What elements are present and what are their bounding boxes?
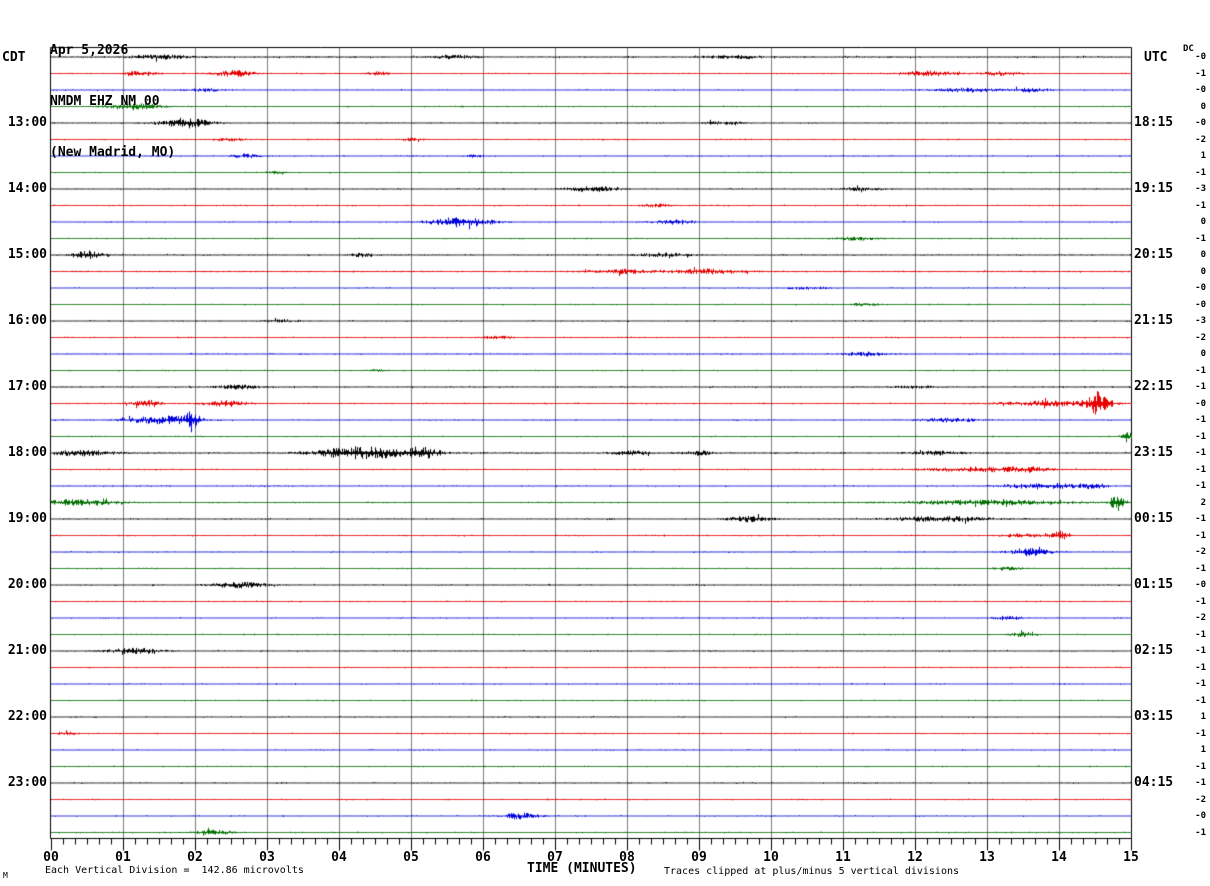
left-time-label: 18:00 bbox=[7, 445, 47, 460]
right-time-label: 03:15 bbox=[1134, 709, 1174, 724]
dc-offset-value: -1 bbox=[1195, 679, 1206, 689]
dc-offset-value: -1 bbox=[1195, 448, 1206, 458]
x-tick-label: 07 bbox=[547, 850, 563, 865]
dc-offset-value: -1 bbox=[1195, 695, 1206, 706]
x-tick-label: 09 bbox=[691, 850, 707, 865]
dc-offset-value: 0 bbox=[1200, 266, 1206, 277]
dc-offset-value: -1 bbox=[1195, 481, 1206, 491]
right-time-label: 22:15 bbox=[1134, 379, 1174, 394]
right-time-label: 23:15 bbox=[1134, 445, 1174, 460]
dc-offset-value: -3 bbox=[1195, 184, 1206, 194]
right-time-label: 20:15 bbox=[1134, 247, 1174, 262]
dc-offset-value: -1 bbox=[1195, 629, 1206, 640]
dc-offset-value: -1 bbox=[1195, 662, 1206, 673]
dc-offset-value: -2 bbox=[1195, 332, 1206, 343]
dc-offset-value: -0 bbox=[1195, 283, 1206, 293]
dc-offset-value: 0 bbox=[1200, 250, 1206, 260]
x-tick-label: 00 bbox=[43, 850, 59, 865]
dc-offset-value: -1 bbox=[1195, 514, 1206, 524]
right-time-label: 02:15 bbox=[1134, 643, 1174, 658]
dc-offset-value: -0 bbox=[1195, 398, 1206, 409]
x-tick-label: 13 bbox=[979, 850, 995, 865]
title-location: (New Madrid, MO) bbox=[50, 145, 176, 160]
dc-offset-column-label: DC bbox=[1183, 44, 1194, 54]
left-time-label: 14:00 bbox=[7, 181, 47, 196]
right-time-label: 21:15 bbox=[1134, 313, 1174, 328]
title-block: Apr 5,2026 NMDM EHZ NM 00 (New Madrid, M… bbox=[50, 6, 175, 197]
dc-offset-value: -0 bbox=[1195, 299, 1206, 310]
x-tick-label: 04 bbox=[331, 850, 347, 865]
right-time-label: 19:15 bbox=[1134, 181, 1174, 196]
dc-offset-value: -2 bbox=[1195, 794, 1206, 805]
left-time-label: 13:00 bbox=[7, 115, 47, 130]
dc-offset-value: -0 bbox=[1195, 811, 1206, 821]
dc-offset-value: -1 bbox=[1195, 827, 1206, 838]
dc-offset-value: -1 bbox=[1195, 365, 1206, 376]
left-time-label: 16:00 bbox=[7, 313, 47, 328]
title-date: Apr 5,2026 bbox=[50, 43, 129, 58]
dc-offset-value: 0 bbox=[1200, 101, 1206, 112]
dc-offset-value: 1 bbox=[1200, 151, 1206, 161]
dc-offset-value: -1 bbox=[1195, 200, 1206, 211]
left-time-label: 17:00 bbox=[7, 379, 47, 394]
left-time-label: 19:00 bbox=[7, 511, 47, 526]
left-timezone-label: CDT bbox=[2, 50, 26, 65]
x-tick-label: 03 bbox=[259, 850, 275, 865]
x-tick-label: 14 bbox=[1051, 850, 1067, 865]
dc-offset-value: -1 bbox=[1195, 382, 1206, 392]
dc-offset-value: -1 bbox=[1195, 431, 1206, 442]
right-time-label: 18:15 bbox=[1134, 115, 1174, 130]
right-time-label: 01:15 bbox=[1134, 577, 1174, 592]
x-tick-label: 10 bbox=[763, 850, 779, 865]
x-tick-label: 12 bbox=[907, 850, 923, 865]
left-time-label: 22:00 bbox=[7, 709, 47, 724]
x-tick-label: 08 bbox=[619, 850, 635, 865]
dc-offset-value: -0 bbox=[1195, 580, 1206, 590]
left-time-label: 20:00 bbox=[7, 577, 47, 592]
title-station: NMDM EHZ NM 00 bbox=[50, 94, 160, 109]
x-tick-label: 05 bbox=[403, 850, 419, 865]
dc-offset-value: -0 bbox=[1195, 118, 1206, 128]
dc-offset-value: 1 bbox=[1200, 745, 1206, 755]
clip-note: Traces clipped at plus/minus 5 vertical … bbox=[664, 866, 960, 877]
dc-offset-value: -3 bbox=[1195, 316, 1206, 326]
right-timezone-label: UTC bbox=[1144, 50, 1168, 65]
dc-offset-value: -2 bbox=[1195, 613, 1206, 623]
dc-offset-value: -1 bbox=[1195, 464, 1206, 475]
dc-offset-value: -1 bbox=[1195, 563, 1206, 574]
dc-offset-value: -1 bbox=[1195, 761, 1206, 772]
dc-offset-value: -2 bbox=[1195, 547, 1206, 557]
x-tick-label: 15 bbox=[1123, 850, 1139, 865]
left-time-label: 21:00 bbox=[7, 643, 47, 658]
right-time-label: 00:15 bbox=[1134, 511, 1174, 526]
left-time-label: 23:00 bbox=[7, 775, 47, 790]
dc-offset-value: 0 bbox=[1200, 217, 1206, 227]
x-tick-label: 02 bbox=[187, 850, 203, 865]
dc-offset-value: -1 bbox=[1195, 596, 1206, 607]
dc-offset-value: -1 bbox=[1195, 646, 1206, 656]
dc-offset-value: -1 bbox=[1195, 415, 1206, 425]
dc-offset-value: -0 bbox=[1195, 85, 1206, 95]
dc-offset-value: 1 bbox=[1200, 712, 1206, 722]
x-axis-title: TIME (MINUTES) bbox=[527, 861, 637, 876]
right-time-label: 04:15 bbox=[1134, 775, 1174, 790]
dc-offset-value: 2 bbox=[1200, 497, 1206, 508]
tiny-m-mark: M bbox=[3, 871, 8, 880]
dc-offset-value: -1 bbox=[1195, 233, 1206, 244]
dc-offset-value: 0 bbox=[1200, 349, 1206, 359]
x-tick-label: 06 bbox=[475, 850, 491, 865]
dc-offset-value: -1 bbox=[1195, 728, 1206, 739]
x-tick-label: 01 bbox=[115, 850, 131, 865]
x-tick-label: 11 bbox=[835, 850, 851, 865]
dc-offset-value: -1 bbox=[1195, 778, 1206, 788]
scale-note: Each Vertical Division = 142.86 microvol… bbox=[45, 865, 304, 876]
dc-offset-value: -1 bbox=[1195, 68, 1206, 79]
dc-offset-value: -2 bbox=[1195, 134, 1206, 145]
dc-offset-value: -1 bbox=[1195, 167, 1206, 178]
dc-offset-value: -0 bbox=[1195, 52, 1206, 62]
dc-offset-value: -1 bbox=[1195, 530, 1206, 541]
left-time-label: 15:00 bbox=[7, 247, 47, 262]
